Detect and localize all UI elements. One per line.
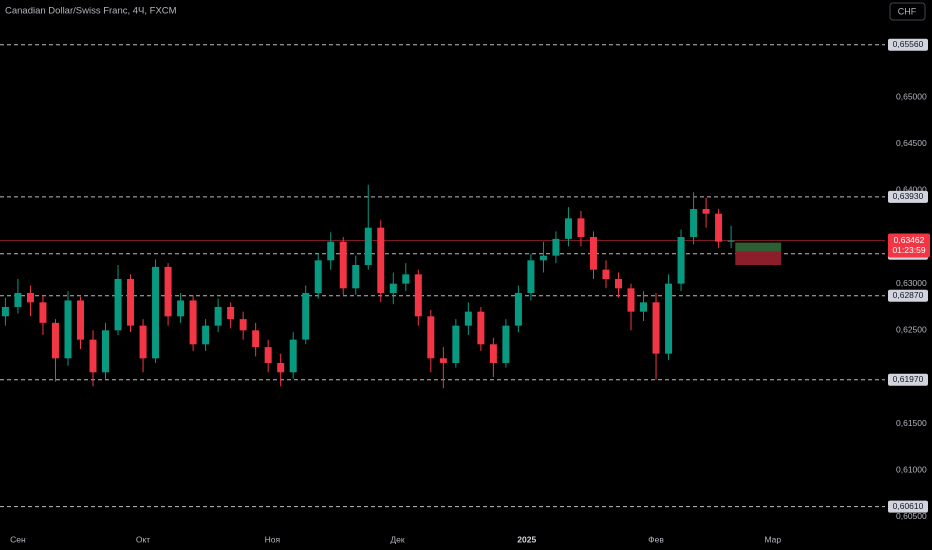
- candle-body: [39, 302, 47, 323]
- last-price-box: [888, 233, 930, 258]
- candle-body: [439, 358, 447, 363]
- currency-button[interactable]: [889, 2, 926, 21]
- candle-body: [164, 266, 172, 317]
- candle-body: [452, 325, 460, 363]
- candle-body: [102, 330, 110, 373]
- y-tick-label: 0,60500: [896, 511, 927, 521]
- candle-body: [314, 260, 322, 293]
- position-stop: [735, 251, 782, 265]
- candle-body: [577, 218, 585, 238]
- currency-label[interactable]: CHF: [898, 6, 917, 16]
- candle-body: [277, 362, 285, 373]
- candle-body: [127, 278, 135, 326]
- candle-body: [239, 319, 247, 331]
- candle-body: [189, 300, 197, 345]
- y-tick-label: 0,63000: [896, 278, 927, 288]
- candle-body: [114, 278, 122, 331]
- candle-body: [89, 339, 97, 373]
- candle-body: [727, 240, 735, 242]
- candle-body: [302, 292, 310, 340]
- candle-body: [640, 302, 648, 312]
- candle-body: [364, 227, 372, 265]
- candle-body: [514, 292, 522, 326]
- candle-body: [14, 292, 22, 307]
- x-tick-label: 2025: [517, 534, 536, 544]
- candle-body: [1, 306, 9, 317]
- candle-body: [602, 269, 610, 279]
- candle-body: [389, 283, 397, 293]
- position-target: [735, 242, 782, 252]
- candle-body: [214, 306, 222, 326]
- candle-body: [502, 325, 510, 363]
- candle-body: [627, 288, 635, 312]
- candle-body: [690, 209, 698, 238]
- x-tick-label: Ноя: [265, 534, 281, 544]
- level-label: 0,61970: [893, 374, 924, 384]
- candle-body: [702, 209, 710, 214]
- candle-body: [614, 278, 622, 289]
- level-label: 0,63930: [893, 191, 924, 201]
- candle-body: [677, 237, 685, 284]
- x-tick-label: Мар: [764, 534, 781, 544]
- candle-body: [539, 255, 547, 261]
- level-label: 0,65560: [893, 39, 924, 49]
- candle-body: [652, 302, 660, 354]
- y-tick-label: 0,64500: [896, 138, 927, 148]
- y-tick-label: 0,61500: [896, 418, 927, 428]
- candle-body: [464, 311, 472, 326]
- x-tick-label: Окт: [136, 534, 150, 544]
- candle-body: [564, 218, 572, 239]
- candle-body: [552, 238, 560, 256]
- candle-body: [26, 292, 34, 303]
- y-tick-label: 0,62500: [896, 325, 927, 335]
- candle-body: [402, 274, 410, 284]
- last-price-label: 0,63462: [894, 235, 925, 245]
- candle-body: [665, 283, 673, 354]
- candle-body: [76, 300, 84, 340]
- x-tick-label: Дек: [390, 534, 404, 544]
- candle-body: [264, 347, 272, 363]
- level-label-box: [888, 500, 928, 513]
- candle-body: [352, 265, 360, 289]
- candle-body: [227, 306, 235, 320]
- candle-body: [177, 300, 185, 317]
- candle-body: [377, 227, 385, 293]
- y-tick-label: 0,65000: [896, 91, 927, 101]
- x-tick-label: Фев: [648, 534, 664, 544]
- chart-title: Canadian Dollar/Swiss Franc, 4Ч, FXCM: [5, 6, 177, 17]
- candle-body: [489, 344, 497, 363]
- candle-body: [152, 266, 160, 359]
- candle-body: [589, 237, 597, 270]
- y-tick-label: 0,61000: [896, 465, 927, 475]
- candle-body: [339, 241, 347, 289]
- level-label-box: [888, 373, 928, 386]
- candle-body: [327, 241, 335, 261]
- candle-body: [427, 316, 435, 359]
- level-label-box: [888, 190, 928, 203]
- y-tick-label: 0,64000: [896, 185, 927, 195]
- candle-body: [414, 274, 422, 317]
- candle-body: [715, 213, 723, 242]
- level-label: 0,60610: [893, 501, 924, 511]
- countdown: 01:23:59: [892, 245, 925, 255]
- candle-body: [51, 322, 59, 359]
- level-label-box: [888, 289, 928, 302]
- candle-body: [139, 325, 147, 359]
- candle-body: [289, 339, 297, 373]
- candle-body: [527, 260, 535, 293]
- candle-body: [252, 330, 260, 348]
- candle-body: [202, 325, 210, 345]
- candle-body: [64, 300, 72, 359]
- x-tick-label: Сен: [10, 534, 26, 544]
- level-label: 0,62870: [893, 290, 924, 300]
- candle-body: [477, 311, 485, 345]
- level-label-box: [888, 38, 928, 51]
